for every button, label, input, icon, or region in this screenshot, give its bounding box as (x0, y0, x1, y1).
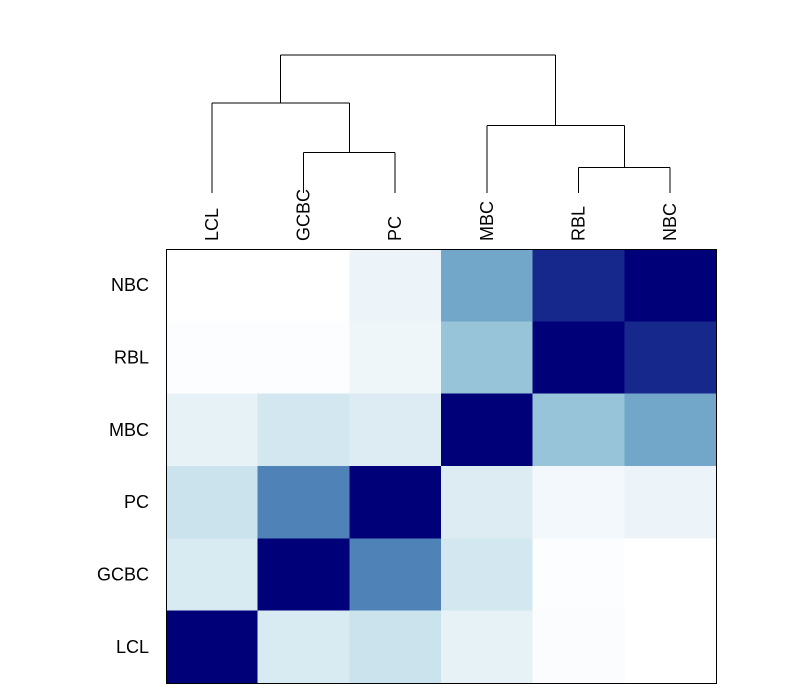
column-label-nbc: NBC (660, 203, 680, 241)
column-label-lcl: LCL (202, 208, 222, 241)
column-labels: LCL GCBC PC MBC RBL NBC (202, 189, 680, 241)
heatmap-cell-mbc-pc (349, 393, 442, 467)
heatmap-cell-rbl-rbl (532, 321, 625, 395)
row-label-gcbc: GCBC (97, 565, 149, 585)
column-label-gcbc: GCBC (294, 189, 314, 241)
heatmap-cell-gcbc-rbl (532, 538, 625, 612)
heatmap-cell-mbc-gcbc (257, 393, 350, 467)
heatmap-frame (166, 249, 717, 684)
heatmap-cell-pc-gcbc (257, 466, 350, 539)
heatmap-cell-gcbc-nbc (624, 538, 717, 612)
column-label-rbl: RBL (569, 206, 589, 241)
heatmap-cell-pc-nbc (624, 466, 717, 539)
heatmap-cell-mbc-lcl (166, 393, 259, 467)
row-label-nbc: NBC (111, 275, 149, 295)
row-label-rbl: RBL (114, 348, 149, 368)
heatmap-cell-mbc-mbc (441, 393, 534, 467)
row-label-pc: PC (124, 492, 149, 512)
heatmap-cells (166, 249, 717, 684)
heatmap-cell-pc-rbl (532, 466, 625, 539)
heatmap-cell-pc-lcl (166, 466, 259, 539)
heatmap-cell-nbc-lcl (166, 249, 259, 322)
heatmap-cell-rbl-mbc (441, 321, 534, 395)
column-label-mbc: MBC (477, 201, 497, 241)
heatmap-cell-lcl-rbl (532, 610, 625, 684)
heatmap-cell-lcl-mbc (441, 610, 534, 684)
heatmap-cell-nbc-mbc (441, 249, 534, 322)
heatmap-cell-pc-mbc (441, 466, 534, 539)
heatmap-cell-lcl-lcl (166, 610, 259, 684)
heatmap-cell-rbl-nbc (624, 321, 717, 395)
heatmap-cell-gcbc-gcbc (257, 538, 350, 612)
heatmap-cell-gcbc-lcl (166, 538, 259, 612)
row-label-mbc: MBC (109, 420, 149, 440)
heatmap-cell-mbc-nbc (624, 393, 717, 467)
heatmap-cell-nbc-gcbc (257, 249, 350, 322)
heatmap-cell-pc-pc (349, 466, 442, 539)
heatmap-cell-gcbc-pc (349, 538, 442, 612)
heatmap-cell-rbl-gcbc (257, 321, 350, 395)
column-dendrogram (211, 54, 671, 193)
column-label-pc: PC (385, 216, 405, 241)
heatmap-cell-lcl-nbc (624, 610, 717, 684)
heatmap-cell-nbc-rbl (532, 249, 625, 322)
heatmap-cell-lcl-gcbc (257, 610, 350, 684)
heatmap-cell-gcbc-mbc (441, 538, 534, 612)
row-labels: NBC RBL MBC PC GCBC LCL (97, 275, 149, 657)
heatmap-cell-rbl-pc (349, 321, 442, 395)
heatmap-cell-mbc-rbl (532, 393, 625, 467)
heatmap-cell-nbc-pc (349, 249, 442, 322)
row-label-lcl: LCL (116, 637, 149, 657)
heatmap-cell-nbc-nbc (624, 249, 717, 322)
heatmap-cell-lcl-pc (349, 610, 442, 684)
heatmap-cell-rbl-lcl (166, 321, 259, 395)
